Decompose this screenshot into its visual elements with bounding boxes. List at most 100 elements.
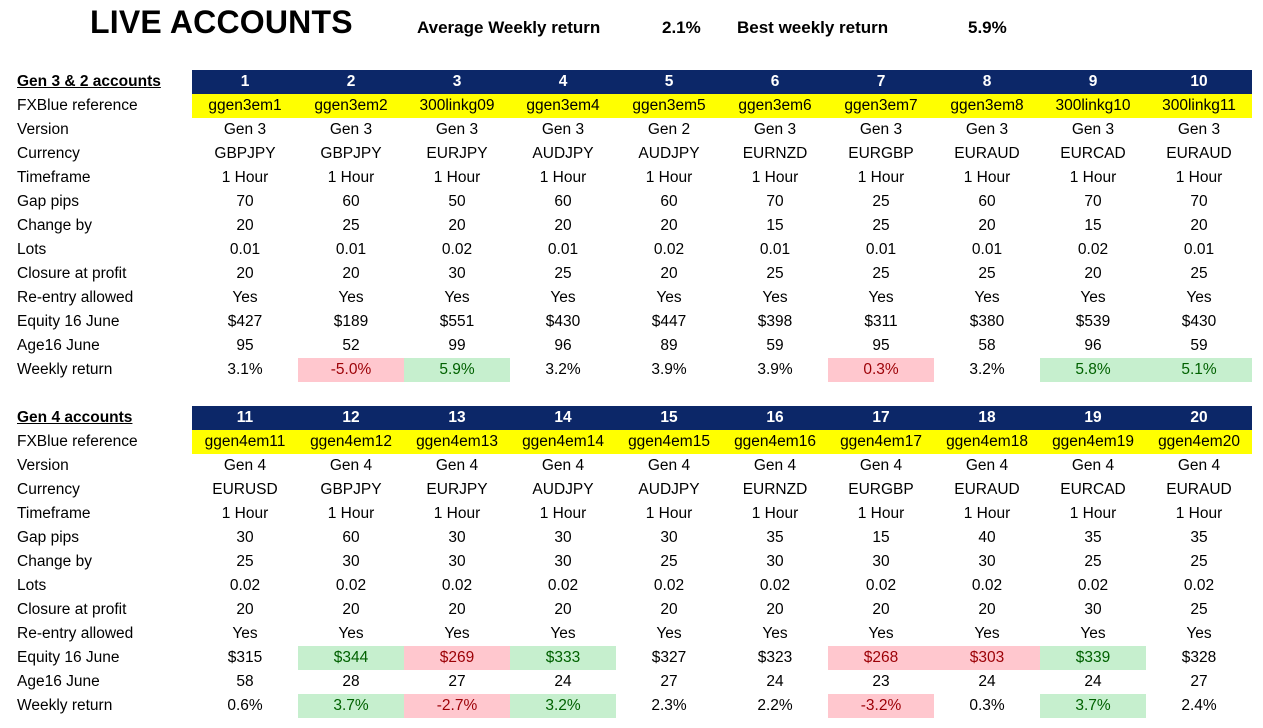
- row-label[interactable]: Timeframe: [17, 505, 91, 522]
- data-cell[interactable]: Gen 4: [965, 457, 1009, 474]
- data-cell[interactable]: -2.7%: [404, 694, 510, 718]
- data-cell[interactable]: 0.02: [1077, 577, 1109, 594]
- account-number-cell[interactable]: 5: [616, 70, 722, 94]
- data-cell[interactable]: EURJPY: [426, 145, 488, 162]
- data-cell[interactable]: EURNZD: [742, 145, 808, 162]
- row-label[interactable]: Gap pips: [17, 529, 80, 546]
- data-cell[interactable]: Yes: [1080, 625, 1106, 642]
- data-cell[interactable]: 0.02: [653, 241, 685, 258]
- data-cell[interactable]: 0.01: [1183, 241, 1215, 258]
- data-cell[interactable]: 25: [978, 265, 996, 282]
- data-cell[interactable]: $430: [1181, 313, 1217, 330]
- data-cell[interactable]: 0.02: [1183, 577, 1215, 594]
- data-cell[interactable]: 1 Hour: [539, 169, 587, 186]
- data-cell[interactable]: $398: [757, 313, 793, 330]
- data-cell[interactable]: ggen3em5: [616, 94, 722, 118]
- account-number-cell[interactable]: 8: [934, 70, 1040, 94]
- data-cell[interactable]: Gen 3: [1177, 121, 1221, 138]
- data-cell[interactable]: 1 Hour: [963, 169, 1011, 186]
- data-cell[interactable]: 5.1%: [1146, 358, 1252, 382]
- data-cell[interactable]: $269: [404, 646, 510, 670]
- data-cell[interactable]: 23: [872, 673, 890, 690]
- data-cell[interactable]: 50: [448, 193, 466, 210]
- data-cell[interactable]: 59: [766, 337, 784, 354]
- data-cell[interactable]: 3.9%: [651, 361, 687, 378]
- data-cell[interactable]: $430: [545, 313, 581, 330]
- data-cell[interactable]: 20: [766, 601, 784, 618]
- data-cell[interactable]: 1 Hour: [221, 169, 269, 186]
- row-label[interactable]: Re-entry allowed: [17, 625, 134, 642]
- data-cell[interactable]: $328: [1181, 649, 1217, 666]
- data-cell[interactable]: EURAUD: [1166, 481, 1232, 498]
- data-cell[interactable]: 20: [978, 217, 996, 234]
- data-cell[interactable]: Gen 2: [647, 121, 691, 138]
- data-cell[interactable]: 0.02: [335, 577, 367, 594]
- data-cell[interactable]: 1 Hour: [1175, 169, 1223, 186]
- row-label[interactable]: Equity 16 June: [17, 313, 120, 330]
- data-cell[interactable]: AUDJPY: [638, 481, 700, 498]
- data-cell[interactable]: 95: [872, 337, 890, 354]
- row-label[interactable]: Equity 16 June: [17, 649, 120, 666]
- data-cell[interactable]: 3.2%: [545, 361, 581, 378]
- data-cell[interactable]: $447: [651, 313, 687, 330]
- data-cell[interactable]: 30: [872, 553, 890, 570]
- data-cell[interactable]: 30: [766, 553, 784, 570]
- data-cell[interactable]: 40: [978, 529, 996, 546]
- data-cell[interactable]: Gen 4: [647, 457, 691, 474]
- data-cell[interactable]: 2.3%: [651, 697, 687, 714]
- data-cell[interactable]: Yes: [656, 289, 682, 306]
- data-cell[interactable]: 1 Hour: [1175, 505, 1223, 522]
- data-cell[interactable]: 25: [554, 265, 572, 282]
- data-cell[interactable]: Yes: [868, 625, 894, 642]
- account-number-cell[interactable]: 3: [404, 70, 510, 94]
- data-cell[interactable]: 0.02: [759, 577, 791, 594]
- data-cell[interactable]: 0.01: [759, 241, 791, 258]
- data-cell[interactable]: Gen 4: [223, 457, 267, 474]
- account-number-cell[interactable]: 20: [1146, 406, 1252, 430]
- data-cell[interactable]: 3.9%: [757, 361, 793, 378]
- data-cell[interactable]: ggen4em17: [828, 430, 934, 454]
- data-cell[interactable]: $427: [227, 313, 263, 330]
- data-cell[interactable]: 30: [554, 529, 572, 546]
- row-label[interactable]: Closure at profit: [17, 601, 127, 618]
- data-cell[interactable]: ggen3em2: [298, 94, 404, 118]
- account-number-cell[interactable]: 9: [1040, 70, 1146, 94]
- data-cell[interactable]: 15: [872, 529, 890, 546]
- data-cell[interactable]: 28: [342, 673, 360, 690]
- data-cell[interactable]: Yes: [1186, 625, 1212, 642]
- data-cell[interactable]: 59: [1190, 337, 1208, 354]
- data-cell[interactable]: EURAUD: [1166, 145, 1232, 162]
- data-cell[interactable]: ggen4em18: [934, 430, 1040, 454]
- data-cell[interactable]: 0.02: [441, 577, 473, 594]
- data-cell[interactable]: Yes: [232, 289, 258, 306]
- data-cell[interactable]: 99: [448, 337, 466, 354]
- data-cell[interactable]: 35: [766, 529, 784, 546]
- row-label[interactable]: Weekly return: [17, 361, 113, 378]
- data-cell[interactable]: 20: [448, 601, 466, 618]
- data-cell[interactable]: 0.02: [865, 577, 897, 594]
- data-cell[interactable]: 24: [1084, 673, 1102, 690]
- data-cell[interactable]: EURJPY: [426, 481, 488, 498]
- data-cell[interactable]: 25: [1084, 553, 1102, 570]
- data-cell[interactable]: Gen 4: [435, 457, 479, 474]
- data-cell[interactable]: 1 Hour: [327, 505, 375, 522]
- data-cell[interactable]: 20: [236, 265, 254, 282]
- row-label[interactable]: Lots: [17, 577, 47, 594]
- data-cell[interactable]: -5.0%: [298, 358, 404, 382]
- data-cell[interactable]: ggen4em19: [1040, 430, 1146, 454]
- data-cell[interactable]: Gen 4: [1177, 457, 1221, 474]
- data-cell[interactable]: ggen4em15: [616, 430, 722, 454]
- data-cell[interactable]: Yes: [232, 625, 258, 642]
- data-cell[interactable]: 1 Hour: [857, 169, 905, 186]
- data-cell[interactable]: 27: [448, 673, 466, 690]
- data-cell[interactable]: 60: [342, 529, 360, 546]
- data-cell[interactable]: Yes: [762, 625, 788, 642]
- data-cell[interactable]: 20: [660, 265, 678, 282]
- data-cell[interactable]: 30: [448, 265, 466, 282]
- data-cell[interactable]: 20: [978, 601, 996, 618]
- data-cell[interactable]: ggen3em8: [934, 94, 1040, 118]
- account-number-cell[interactable]: 4: [510, 70, 616, 94]
- row-label[interactable]: Weekly return: [17, 697, 113, 714]
- data-cell[interactable]: 3.7%: [1040, 694, 1146, 718]
- account-number-cell[interactable]: 10: [1146, 70, 1252, 94]
